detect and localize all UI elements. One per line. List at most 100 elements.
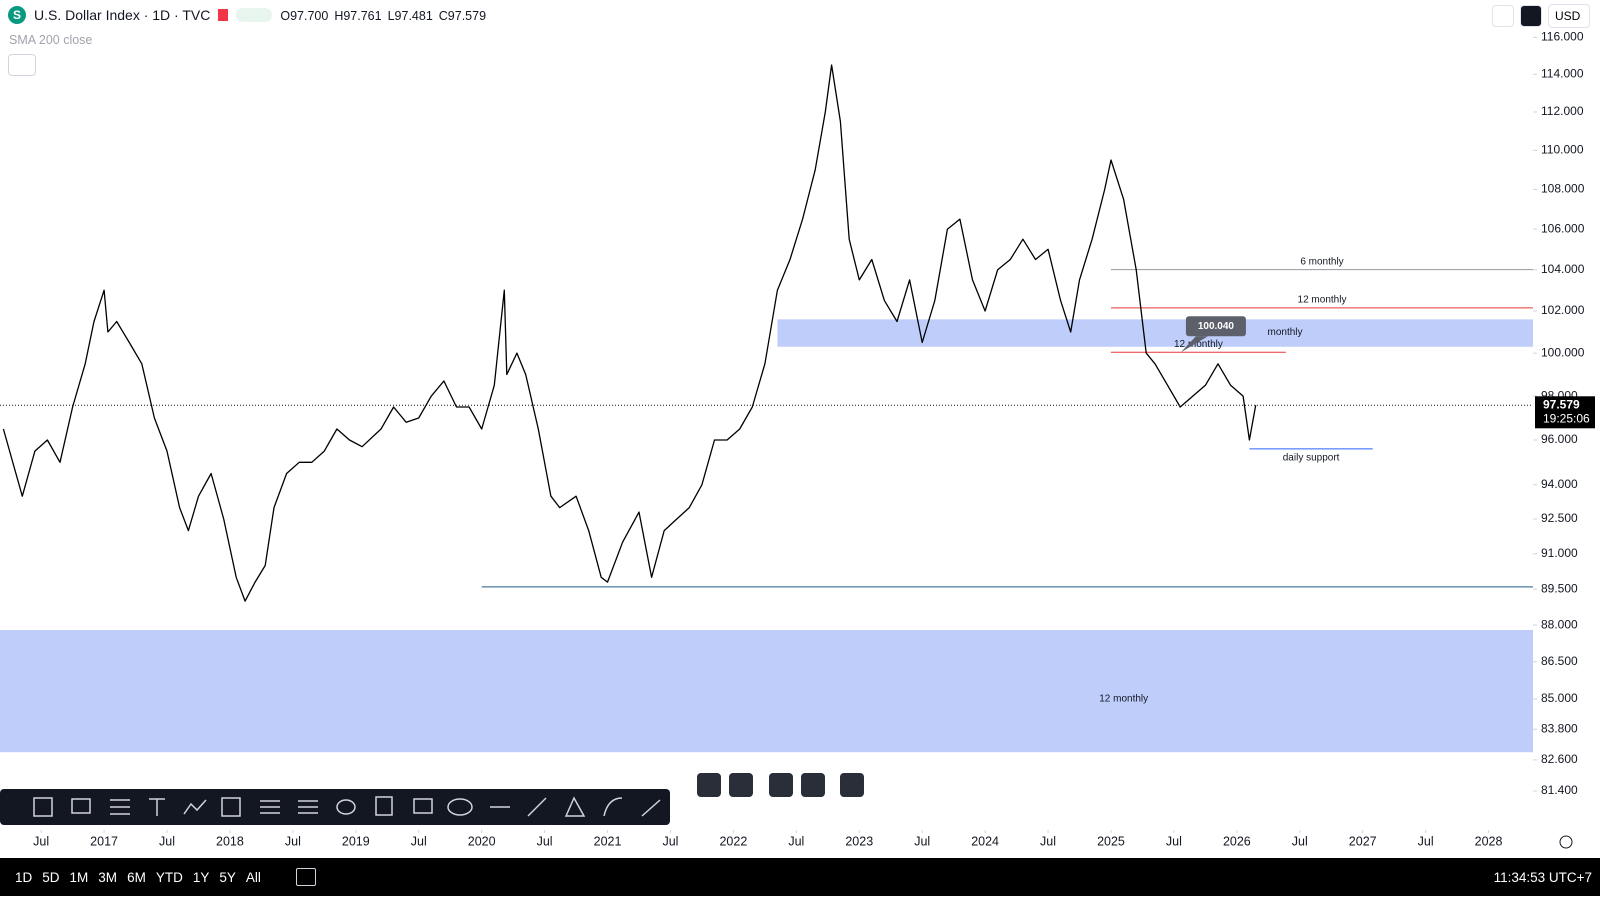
x-tick-label: 2017 — [90, 834, 118, 848]
x-tick-label: 2020 — [468, 834, 496, 848]
range-button[interactable]: All — [245, 869, 261, 885]
y-tick-label: 100.000 — [1541, 345, 1585, 359]
callout-label: 100.040 — [1198, 321, 1235, 332]
x-tick-label: Jul — [159, 834, 175, 848]
download-button[interactable] — [1492, 5, 1514, 27]
tool-icons — [33, 796, 661, 817]
tool[interactable] — [33, 797, 53, 817]
callout-pointer — [1180, 336, 1208, 353]
scroll-left[interactable] — [769, 773, 793, 797]
range-button[interactable]: 6M — [127, 869, 146, 885]
high: H97.761 — [334, 9, 382, 23]
y-tick-label: 112.000 — [1541, 104, 1584, 118]
indicator[interactable]: SMA 200 close — [9, 33, 93, 47]
range-button[interactable]: 1D — [15, 869, 33, 885]
y-tick-label: 104.000 — [1541, 262, 1585, 276]
zone — [777, 319, 1533, 347]
line-label: 6 monthly — [1300, 256, 1343, 267]
reset[interactable] — [840, 773, 864, 797]
price-line — [2, 64, 1257, 602]
tool[interactable] — [149, 798, 165, 816]
y-tick-label: 108.000 — [1541, 182, 1585, 196]
zone-label: 12 monthly — [1099, 694, 1148, 705]
tool[interactable] — [447, 798, 473, 816]
x-tick-label: 2026 — [1223, 834, 1251, 848]
y-tick-label: 81.400 — [1541, 783, 1578, 797]
x-tick-label: 2025 — [1097, 834, 1125, 848]
chart: monthly 12 monthly 116.000 114.000 112.000 11… — [0, 29, 1595, 849]
tool[interactable] — [527, 797, 547, 817]
top-controls: USD — [1492, 4, 1590, 28]
zoom-out[interactable] — [697, 773, 721, 797]
tool[interactable] — [71, 798, 91, 814]
header: S U.S. Dollar Index · 1D · TVC O97.700 H9… — [8, 6, 492, 24]
collapse-button[interactable] — [8, 54, 36, 76]
range-button[interactable]: 1M — [69, 869, 89, 885]
y-tick-label: 116.000 — [1541, 29, 1584, 43]
fullscreen-button[interactable] — [1520, 5, 1542, 27]
line-label: 12 monthly — [1174, 339, 1223, 350]
tool[interactable] — [564, 796, 586, 817]
x-tick-label: Jul — [1418, 834, 1434, 848]
x-tick-label: 2023 — [845, 834, 873, 848]
range-button[interactable]: YTD — [155, 869, 183, 885]
tool[interactable] — [298, 800, 318, 814]
tool[interactable] — [221, 797, 241, 817]
x-tick-label: Jul — [662, 834, 678, 848]
tool[interactable] — [260, 800, 280, 814]
y-tick-label: 96.000 — [1541, 432, 1578, 446]
x-tick-label: 2022 — [719, 834, 747, 848]
y-tick-label: 114.000 — [1541, 67, 1584, 81]
y-tick-label: 106.000 — [1541, 221, 1585, 235]
ohlc: O97.700 H97.761 L97.481 C97.579 — [280, 7, 492, 23]
zoom-in[interactable] — [729, 773, 753, 797]
last-price-box — [1535, 396, 1595, 429]
range-button[interactable]: 5Y — [219, 869, 236, 885]
y-tick-label: 85.000 — [1541, 691, 1578, 705]
tool[interactable] — [603, 797, 623, 817]
line-label: 12 monthly — [1298, 295, 1347, 306]
y-tick-label: 82.600 — [1541, 752, 1578, 766]
clock: 11:34:53 UTC+7 — [1493, 869, 1592, 885]
y-tick-label: 92.500 — [1541, 511, 1578, 525]
x-tick-label: Jul — [285, 834, 301, 848]
range-button[interactable]: 1Y — [192, 869, 210, 885]
x-tick-label: 2018 — [216, 834, 244, 848]
range-button[interactable]: 5D — [42, 869, 60, 885]
x-tick-label: 2019 — [342, 834, 370, 848]
x-tick-label: Jul — [914, 834, 930, 848]
tool[interactable] — [183, 799, 207, 815]
x-tick-label: Jul — [411, 834, 427, 848]
x-tick-label: 2024 — [971, 834, 999, 848]
drawing-toolbar — [0, 789, 670, 825]
y-tick-label: 94.000 — [1541, 477, 1578, 491]
tool[interactable] — [336, 799, 356, 815]
x-tick-label: Jul — [1166, 834, 1182, 848]
footer: 1D 5D 1M 3M 6M YTD 1Y 5Y All 11:34:53 UTC+7 — [0, 858, 1600, 896]
tool[interactable] — [375, 796, 393, 816]
x-tick-label: 2028 — [1475, 834, 1503, 848]
zone-label: monthly — [1267, 327, 1302, 338]
range-button[interactable]: 3M — [98, 869, 118, 885]
ranges: 1D 5D 1M 3M 6M YTD 1Y 5Y All — [10, 870, 266, 885]
currency[interactable]: USD — [1548, 4, 1590, 28]
symbol-title[interactable]: U.S. Dollar Index · 1D · TVC — [34, 7, 211, 23]
x-tick-label: Jul — [537, 834, 553, 848]
y-tick-label: 89.500 — [1541, 581, 1578, 595]
y-tick-label: 110.000 — [1541, 143, 1584, 157]
line-label: daily support — [1283, 453, 1340, 464]
x-tick-label: Jul — [1292, 834, 1308, 848]
callout — [1185, 316, 1246, 337]
tool[interactable] — [413, 798, 433, 814]
y-tick-label: 91.000 — [1541, 546, 1578, 560]
x-tick-label: 2021 — [594, 834, 622, 848]
tool[interactable] — [110, 799, 130, 815]
x-tick-label: Jul — [33, 834, 49, 848]
date-range[interactable] — [295, 868, 316, 886]
settings-icon — [1559, 835, 1573, 849]
scroll-right[interactable] — [801, 773, 825, 797]
logo: S — [8, 6, 26, 24]
status — [236, 8, 273, 22]
tool[interactable] — [641, 799, 661, 817]
